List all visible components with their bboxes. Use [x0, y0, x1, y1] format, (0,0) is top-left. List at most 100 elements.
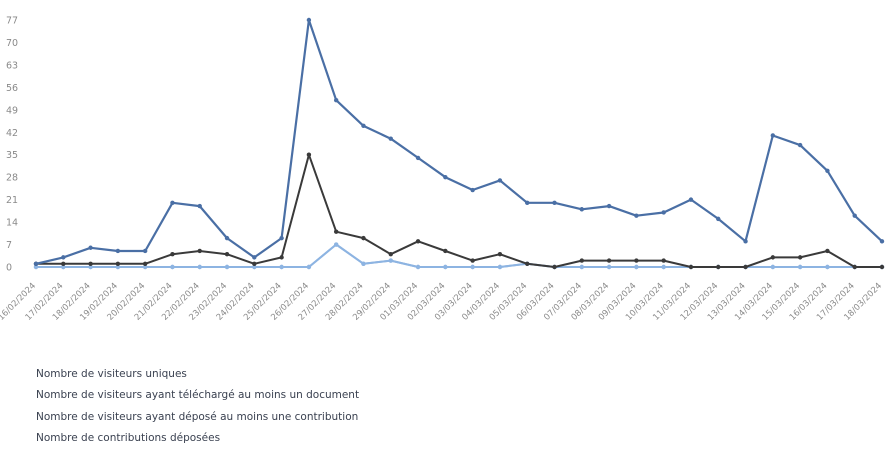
data-point: [388, 258, 393, 263]
data-point: [170, 251, 175, 257]
data-point: [197, 203, 202, 209]
data-point: [61, 264, 66, 270]
data-point: [306, 17, 312, 23]
data-point: [142, 264, 148, 270]
data-point: [797, 142, 803, 148]
data-point: [688, 197, 694, 202]
data-point: [716, 216, 721, 222]
y-tick-label: 56: [6, 83, 18, 94]
data-point: [415, 239, 421, 244]
data-point: [497, 178, 503, 183]
data-point: [579, 207, 585, 212]
data-point: [825, 248, 830, 254]
data-point: [252, 261, 257, 266]
data-point: [470, 264, 475, 270]
data-point: [33, 264, 39, 270]
data-point: [497, 251, 503, 257]
data-point: [525, 261, 530, 266]
data-point: [634, 264, 639, 270]
data-point: [579, 258, 585, 263]
data-point: [770, 133, 776, 138]
y-tick-label: 49: [6, 105, 18, 116]
data-point: [443, 174, 448, 180]
data-point: [552, 200, 557, 206]
data-point: [879, 239, 885, 244]
data-point: [33, 261, 39, 266]
data-point: [224, 251, 230, 257]
data-point: [879, 264, 885, 270]
y-tick-label: 42: [6, 128, 18, 139]
data-point: [770, 264, 776, 270]
data-point: [388, 136, 393, 141]
data-point: [743, 264, 748, 270]
data-point: [661, 210, 666, 215]
data-point: [579, 264, 585, 270]
series-line-0: [35, 18, 883, 265]
data-point: [170, 200, 175, 206]
data-point: [606, 258, 612, 263]
legend-entry-contributions: Nombre de contributions déposées: [36, 431, 221, 444]
y-tick-label: 28: [6, 173, 18, 184]
data-point: [279, 235, 284, 241]
data-point: [224, 264, 230, 270]
data-point: [606, 264, 612, 270]
data-point: [115, 248, 121, 254]
y-tick-label: 0: [6, 263, 12, 274]
data-point: [306, 264, 312, 270]
data-point: [197, 264, 202, 270]
data-point: [852, 264, 857, 270]
data-point: [661, 264, 666, 270]
data-point: [525, 200, 530, 206]
series-lines: [33, 17, 885, 270]
data-point: [415, 264, 421, 270]
data-point: [61, 255, 66, 260]
y-tick-label: 7: [6, 240, 12, 251]
data-point: [252, 264, 257, 270]
data-point: [797, 264, 803, 270]
data-point: [361, 235, 366, 241]
data-point: [142, 248, 148, 254]
data-point: [552, 264, 557, 270]
data-point: [333, 229, 339, 234]
data-point: [88, 245, 93, 250]
data-point: [825, 168, 830, 173]
data-point: [388, 251, 393, 257]
data-point: [170, 264, 175, 270]
data-point: [852, 213, 857, 218]
y-tick-label: 21: [6, 195, 18, 206]
data-point: [197, 248, 202, 254]
legend: Nombre de visiteurs uniques Nombre de vi…: [36, 364, 359, 449]
data-point: [415, 155, 421, 161]
data-point: [497, 264, 503, 270]
data-point: [279, 255, 284, 260]
series-line-1: [36, 153, 882, 268]
y-tick-label: 35: [6, 150, 18, 161]
data-point: [470, 187, 475, 193]
y-tick-label: 70: [6, 38, 18, 49]
data-point: [716, 264, 721, 270]
data-point: [688, 264, 694, 270]
x-axis-ticks: 16/02/202417/02/202418/02/202419/02/2024…: [0, 281, 884, 323]
data-point: [88, 264, 93, 270]
data-point: [443, 264, 448, 270]
data-point: [770, 255, 776, 260]
data-point: [279, 264, 284, 270]
data-point: [470, 258, 475, 263]
data-point: [224, 235, 230, 241]
legend-entry-contributors: Nombre de visiteurs ayant déposé au moin…: [36, 410, 359, 423]
data-point: [743, 239, 748, 244]
data-point: [252, 255, 257, 260]
y-tick-label: 14: [6, 218, 18, 229]
data-point: [606, 203, 612, 209]
data-point: [88, 261, 93, 266]
legend-entry-unique-visitors: Nombre de visiteurs uniques: [36, 368, 187, 380]
data-point: [306, 152, 312, 157]
y-tick-label: 63: [6, 60, 18, 71]
y-tick-label: 77: [6, 16, 18, 27]
data-point: [333, 242, 339, 247]
data-point: [634, 213, 639, 218]
data-point: [333, 97, 339, 103]
line-chart: 0 7 14 21 28 35 42 49 56 63 70 77 16/02/202417/02/2…: [0, 16, 885, 323]
data-point: [61, 261, 66, 266]
data-point: [797, 255, 803, 260]
